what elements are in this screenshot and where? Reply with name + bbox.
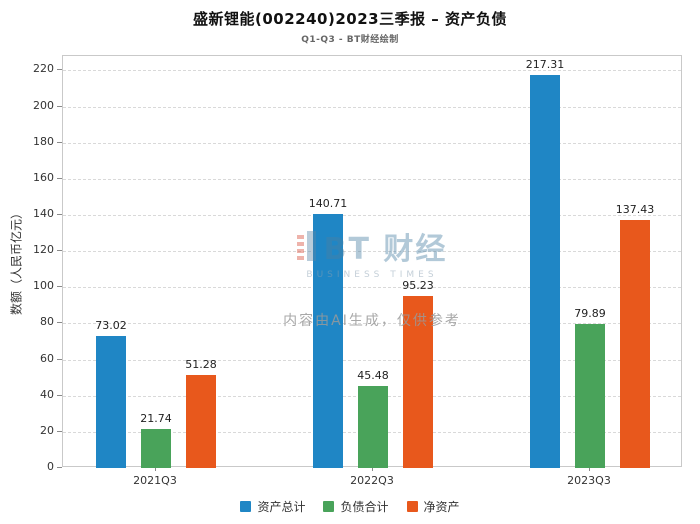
y-tick-mark: [57, 286, 62, 288]
legend-swatch: [240, 501, 252, 512]
y-tick-label: 180: [33, 134, 54, 148]
legend-swatch: [406, 501, 418, 512]
y-tick-label: 100: [33, 279, 54, 293]
bar-value-label: 73.02: [95, 319, 127, 333]
legend-item: 资产总计: [240, 498, 305, 515]
y-gridline: [63, 215, 681, 217]
legend-swatch: [323, 501, 335, 512]
y-gridline: [63, 142, 681, 144]
bar: [530, 75, 560, 468]
bar-value-label: 95.23: [402, 278, 434, 292]
y-tick-label: 80: [40, 315, 54, 329]
legend: 资产总计 负债合计 净资产: [0, 498, 700, 515]
chart-subtitle: Q1-Q3 - BT财经绘制: [301, 35, 399, 45]
plot-area: BT 财经 BUSINESS TIMES 内容由AI生成，仅供参考 73.02 2…: [62, 55, 682, 468]
y-gridline: [63, 178, 681, 180]
x-tick-mark: [155, 467, 156, 471]
watermark-logo-subtext: BUSINESS TIMES: [306, 270, 438, 280]
x-tick-label: 2022Q3: [350, 474, 394, 487]
bar: [403, 295, 433, 468]
y-gridline: [63, 106, 681, 108]
y-tick-mark: [57, 358, 62, 360]
y-tick-label: 200: [33, 98, 54, 112]
y-axis-label: 数额（人民币亿元）: [9, 206, 24, 316]
y-gridline: [63, 287, 681, 289]
bar-value-label: 137.43: [615, 202, 655, 216]
legend-label: 资产总计: [257, 500, 306, 514]
bar: [141, 428, 171, 468]
y-gridline: [63, 359, 681, 361]
bar-value-label: 217.31: [525, 58, 565, 72]
y-tick-mark: [57, 141, 62, 143]
x-tick-label: 2023Q3: [567, 474, 611, 487]
bar: [313, 213, 343, 468]
legend-item: 负债合计: [323, 498, 389, 515]
bar-value-label: 79.89: [574, 306, 606, 320]
y-tick-mark: [57, 177, 62, 179]
x-tick-mark: [372, 467, 373, 471]
bar: [620, 219, 650, 468]
y-tick-mark: [57, 322, 62, 324]
y-tick-mark: [57, 467, 62, 468]
y-tick-mark: [57, 430, 62, 432]
y-tick-label: 0: [47, 460, 54, 473]
y-gridline: [63, 251, 681, 253]
y-tick-mark: [57, 105, 62, 107]
bar-value-label: 21.74: [140, 411, 172, 425]
bar: [186, 375, 216, 468]
y-gridline: [63, 70, 681, 72]
x-tick-label: 2021Q3: [133, 474, 177, 487]
y-tick-label: 20: [40, 423, 54, 437]
x-tick-mark: [589, 467, 590, 471]
bar: [96, 336, 126, 468]
legend-item: 净资产: [406, 498, 460, 515]
bar-value-label: 51.28: [185, 358, 217, 372]
bar-value-label: 140.71: [308, 196, 348, 210]
y-tick-label: 120: [33, 243, 54, 257]
chart-title: 盛新锂能(002240)2023三季报 – 资产负债: [192, 10, 508, 28]
legend-label: 负债合计: [340, 500, 389, 514]
bt-logo-icon-dots: [296, 235, 304, 261]
bar: [358, 385, 388, 468]
legend-label: 净资产: [423, 500, 460, 514]
y-tick-mark: [57, 69, 62, 71]
bar: [575, 323, 605, 468]
y-tick-mark: [57, 394, 62, 396]
y-tick-mark: [57, 214, 62, 216]
y-tick-label: 40: [40, 387, 54, 401]
y-tick-label: 160: [33, 170, 54, 184]
y-tick-label: 60: [40, 351, 54, 365]
y-gridline: [63, 323, 681, 325]
y-tick-mark: [57, 250, 62, 252]
y-tick-label: 220: [33, 62, 54, 76]
y-tick-label: 140: [33, 207, 54, 221]
bar-value-label: 45.48: [357, 368, 389, 382]
